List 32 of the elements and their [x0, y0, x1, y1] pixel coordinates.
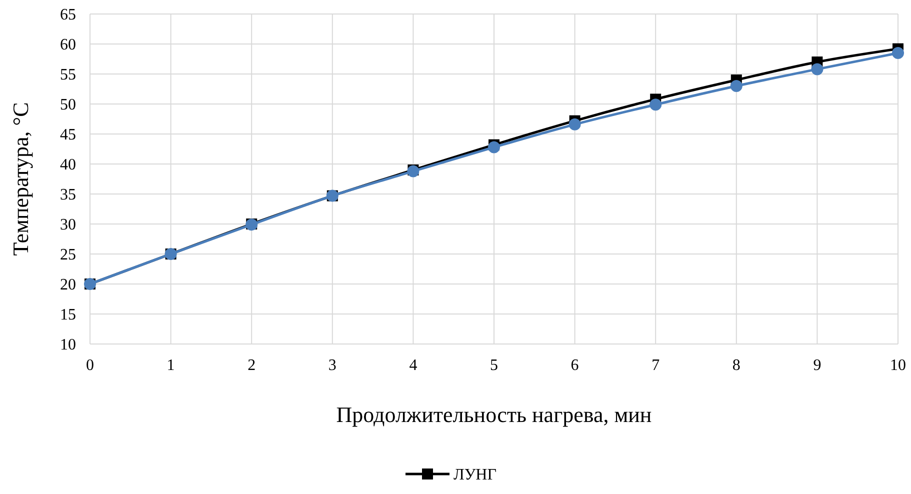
x-tick-label: 8: [732, 357, 740, 374]
point: [650, 98, 662, 111]
point: [488, 141, 500, 154]
point: [811, 63, 824, 76]
y-tick-label: 55: [60, 66, 76, 84]
x-tick-label: 2: [248, 357, 256, 374]
y-tick-label: 35: [60, 186, 76, 204]
y-tick-label: 40: [60, 156, 76, 174]
point: [730, 80, 742, 92]
y-tick-label: 20: [60, 276, 76, 294]
x-axis-title: Продолжительность нагрева, мин: [336, 402, 652, 427]
legend-label: ЛУНГ: [454, 466, 496, 484]
x-tick-label: 5: [490, 357, 498, 374]
x-tick-label: 9: [813, 357, 822, 374]
x-tick-label: 3: [328, 357, 336, 374]
x-tick-label: 6: [570, 357, 579, 374]
y-tick-label: 60: [60, 36, 76, 54]
y-tick-label: 50: [60, 96, 76, 114]
x-tick-label: 10: [890, 357, 906, 374]
y-tick-label: 10: [60, 336, 76, 354]
x-tick-label: 7: [652, 357, 660, 374]
x-tick-label: 0: [86, 357, 94, 374]
y-tick-label: 65: [60, 6, 76, 24]
point: [892, 47, 904, 59]
y-tick-label: 15: [60, 306, 76, 324]
point: [568, 118, 581, 130]
x-tick-label: 4: [409, 357, 418, 374]
y-axis-title: Температура, °C: [8, 102, 33, 256]
y-tick-label: 45: [60, 126, 76, 144]
x-tick-label: 1: [166, 357, 175, 374]
y-tick-label: 25: [60, 246, 76, 264]
y-tick-label: 30: [60, 216, 76, 234]
